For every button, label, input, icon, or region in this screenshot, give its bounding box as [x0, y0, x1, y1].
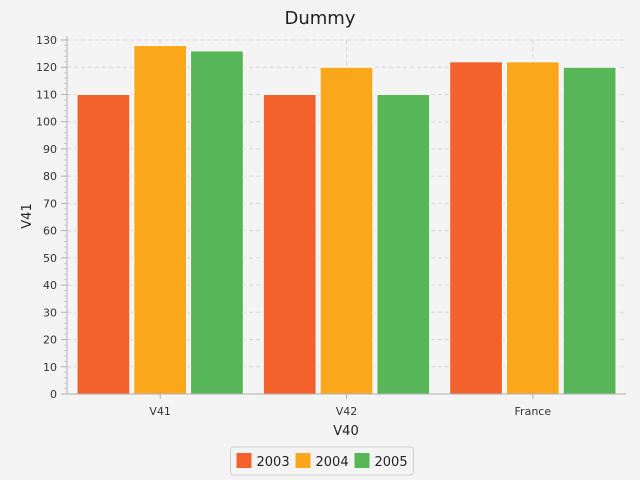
x-tick-label: V41	[149, 405, 171, 418]
y-tick-label: 50	[43, 252, 57, 265]
y-axis-label: V41	[20, 203, 35, 228]
y-tick-label: 130	[36, 34, 57, 47]
y-tick-label: 70	[43, 197, 57, 210]
bar[interactable]	[133, 44, 188, 395]
y-tick-label: 120	[36, 61, 57, 74]
y-tick-label: 80	[43, 170, 57, 183]
bar[interactable]	[505, 61, 560, 395]
y-tick-label: 10	[43, 361, 57, 374]
y-tick-label: 110	[36, 88, 57, 101]
y-tick-label: 0	[50, 388, 57, 401]
y-tick-label: 40	[43, 279, 57, 292]
y-ticks: 0 10 20 30 40 50 60 70 80 90 100 110 120 130	[36, 34, 67, 401]
x-axis-label: V40	[333, 424, 358, 439]
bar[interactable]	[562, 66, 617, 395]
bar[interactable]	[262, 93, 317, 395]
y-tick-label: 90	[43, 143, 57, 156]
chart-title: Dummy	[285, 8, 356, 29]
legend-label: 2004	[316, 455, 349, 470]
bar[interactable]	[449, 61, 503, 395]
legend-swatch	[295, 453, 311, 468]
legend-item[interactable]: 2003	[236, 453, 290, 470]
y-tick-label: 100	[36, 116, 57, 129]
x-tick-label: V42	[336, 405, 358, 418]
legend-label: 2003	[257, 455, 290, 470]
legend-swatch	[236, 453, 252, 468]
bar[interactable]	[376, 93, 431, 395]
legend-swatch	[354, 453, 370, 468]
legend-item[interactable]: 2005	[354, 453, 408, 470]
legend-item[interactable]: 2004	[295, 453, 349, 470]
x-ticks: V41 V42 France	[149, 394, 551, 418]
bar[interactable]	[319, 66, 374, 395]
bar[interactable]	[76, 93, 131, 395]
legend: 2003 2004 2005	[230, 446, 414, 476]
y-tick-label: 60	[43, 225, 57, 238]
y-tick-label: 30	[43, 306, 57, 319]
legend-label: 2005	[375, 455, 408, 470]
y-tick-label: 20	[43, 334, 57, 347]
bars	[76, 44, 617, 395]
x-tick-label: France	[515, 405, 552, 418]
bar[interactable]	[190, 50, 244, 395]
